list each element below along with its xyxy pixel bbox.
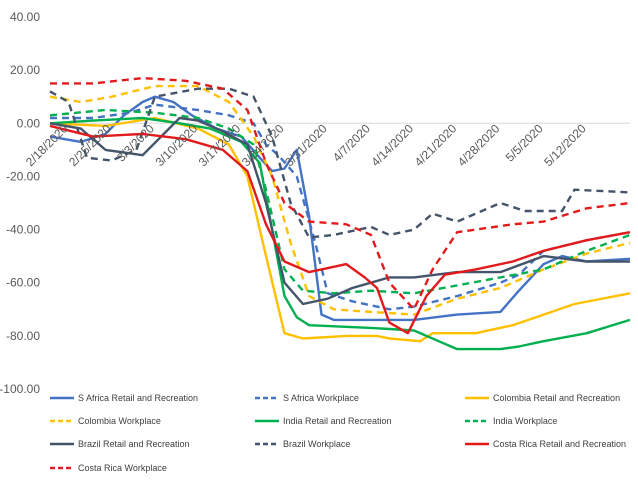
- legend-label: Costa Rica Retail and Recreation: [493, 439, 626, 449]
- x-tick-label: 5/5/2020: [503, 121, 546, 164]
- legend-label: India Retail and Recreation: [283, 416, 392, 426]
- legend-label: Colombia Workplace: [78, 416, 161, 426]
- legend-label: S Africa Retail and Recreation: [78, 393, 198, 403]
- y-tick-label: 20.00: [10, 63, 40, 77]
- series-line-1: [49, 95, 631, 322]
- x-tick-label: 4/7/2020: [330, 121, 373, 164]
- x-tick-label: 4/21/2020: [412, 121, 460, 169]
- x-tick-label: 4/28/2020: [455, 121, 503, 169]
- series-line-6: [49, 108, 631, 295]
- x-tick-label: 3/10/2020: [153, 121, 201, 169]
- series-line-5: [49, 116, 631, 351]
- y-tick-label: -60.00: [6, 276, 40, 290]
- legend-label: Brazil Workplace: [283, 439, 350, 449]
- legend: S Africa Retail and Recreation S Africa W…: [50, 393, 626, 473]
- series-line-10: [50, 76, 631, 311]
- legend-label: Brazil Retail and Recreation: [78, 439, 190, 449]
- y-tick-label: 0.00: [17, 116, 41, 130]
- series-line-8: [49, 87, 631, 239]
- series-line-9: [49, 124, 631, 335]
- y-tick-label: -100.00: [0, 382, 40, 396]
- legend-label: S Africa Workplace: [283, 393, 359, 403]
- x-tick-label: 5/12/2020: [541, 121, 589, 169]
- y-tick-label: -40.00: [6, 223, 40, 237]
- series-line-4: [49, 84, 631, 316]
- legend-label: Costa Rica Workplace: [78, 463, 167, 473]
- series-lines: [49, 76, 631, 351]
- y-axis-tick-labels: 40.00 20.00 0.00 -20.00 -40.00 -60.00 -80.00 -1…: [0, 10, 40, 396]
- legend-label: Colombia Retail and Recreation: [493, 393, 620, 403]
- x-tick-label: 3/3/2020: [114, 121, 157, 164]
- y-tick-label: 40.00: [10, 10, 40, 24]
- series-line-3: [49, 116, 631, 343]
- legend-label: India Workplace: [493, 416, 557, 426]
- y-tick-label: -20.00: [6, 169, 40, 183]
- x-tick-label: 4/14/2020: [368, 121, 416, 169]
- y-tick-label: -80.00: [6, 329, 40, 343]
- series-line-7: [49, 116, 630, 306]
- series-line-2: [50, 103, 631, 311]
- x-tick-label: 3/31/2020: [282, 121, 330, 169]
